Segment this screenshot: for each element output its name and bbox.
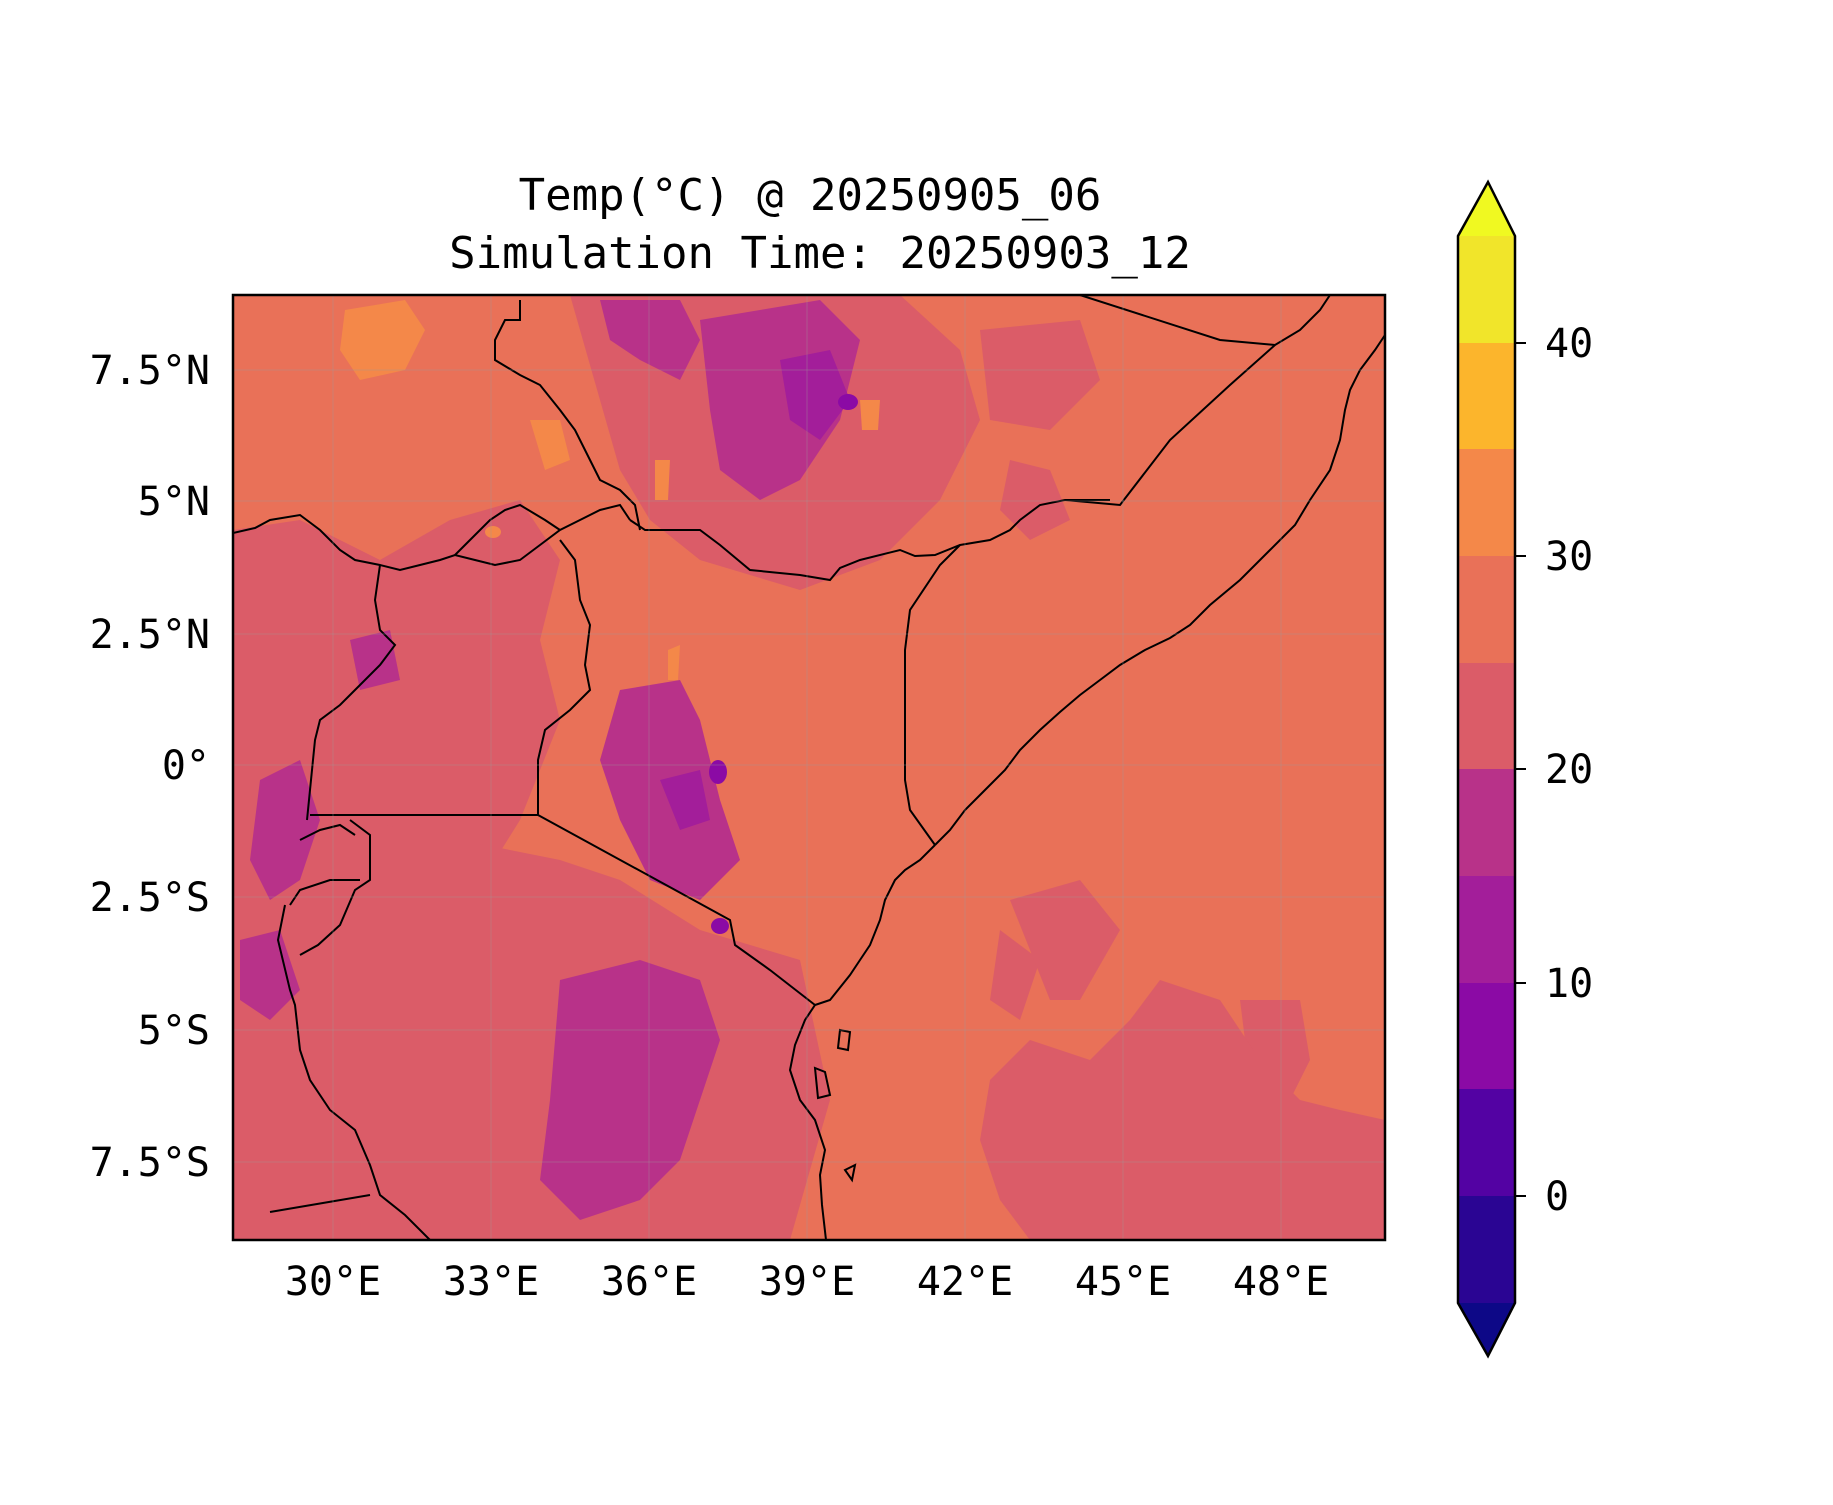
colorbar-min-extend: [1458, 1303, 1515, 1356]
lon-label-30e: 30°E: [285, 1259, 381, 1305]
temperature-band-10-15: [660, 350, 850, 830]
latitude-labels: 7.5°N 5°N 2.5°N 0° 2.5°S 5°S 7.5°S: [90, 348, 210, 1186]
lon-label-42e: 42°E: [917, 1259, 1013, 1305]
colorbar-outline: [1456, 179, 1517, 1359]
colorbar-band-35-40: [1458, 343, 1515, 449]
colorbar-band-40-45: [1458, 236, 1515, 343]
colorbar-ticks: [1515, 342, 1526, 1197]
country-borders: [233, 295, 1385, 1240]
colorbar-band-20-25: [1458, 663, 1515, 769]
colorbar-band-0-5: [1458, 1089, 1515, 1196]
temperature-band-30-35: [340, 300, 880, 680]
colorbar-band-neg5-0: [1458, 1196, 1515, 1303]
lon-label-45e: 45°E: [1075, 1259, 1171, 1305]
lat-label-2-5s: 2.5°S: [90, 875, 210, 921]
colorbar-max-extend: [1458, 182, 1515, 236]
colorbar-label-30: 30: [1545, 534, 1593, 580]
lat-label-7-5n: 7.5°N: [90, 348, 210, 394]
colorbar-label-20: 20: [1545, 747, 1593, 793]
colorbar-band-5-10: [1458, 983, 1515, 1089]
title-line-2: Simulation Time: 20250903_12: [449, 228, 1191, 279]
lat-label-7-5s: 7.5°S: [90, 1140, 210, 1186]
map-gridlines: [233, 295, 1385, 1240]
colorbar-band-30-35: [1458, 449, 1515, 556]
lat-label-5n: 5°N: [138, 479, 210, 525]
map-panel: [233, 295, 1385, 1240]
colorbar-band-25-30: [1458, 556, 1515, 663]
colorbar: 40 30 20 10 0: [1456, 179, 1593, 1359]
map-frame: [231, 293, 1387, 1242]
colorbar-band-15-20: [1458, 769, 1515, 876]
title-line-1: Temp(°C) @ 20250905_06: [519, 170, 1102, 221]
colorbar-label-0: 0: [1545, 1174, 1569, 1220]
lat-label-2-5n: 2.5°N: [90, 612, 210, 658]
colorbar-label-10: 10: [1545, 961, 1593, 1007]
lon-label-36e: 36°E: [601, 1259, 697, 1305]
temperature-band-5-10: [709, 394, 858, 934]
lat-label-0: 0°: [162, 743, 210, 789]
longitude-labels: 30°E 33°E 36°E 39°E 42°E 45°E 48°E: [285, 1259, 1329, 1305]
lon-label-33e: 33°E: [443, 1259, 539, 1305]
colorbar-band-10-15: [1458, 876, 1515, 983]
colorbar-label-40: 40: [1545, 321, 1593, 367]
lon-label-48e: 48°E: [1233, 1259, 1329, 1305]
lon-label-39e: 39°E: [759, 1259, 855, 1305]
lat-label-5s: 5°S: [138, 1008, 210, 1054]
